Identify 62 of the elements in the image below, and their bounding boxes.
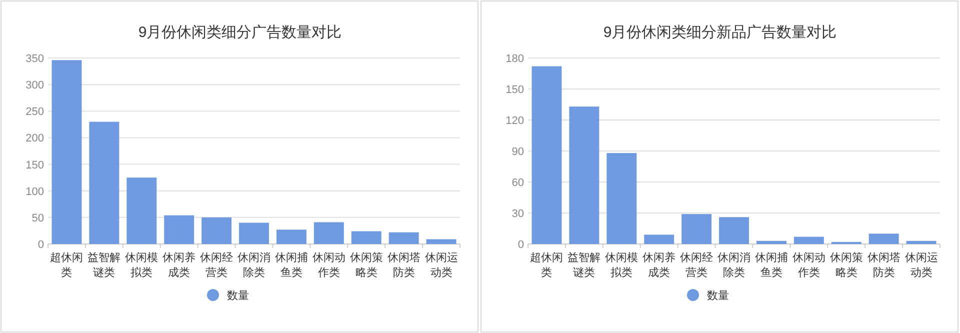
x-tick-label: 超休闲类 [530,252,564,279]
bar [202,217,232,244]
x-tick-label: 益智解谜类 [568,252,601,279]
y-tick-label: 300 [26,80,44,92]
bar [388,232,419,244]
bar [276,230,306,244]
bar [164,215,194,244]
legend-label: 数量 [707,290,729,302]
bar [868,234,899,244]
x-tick-label: 益智解谜类 [88,252,121,279]
x-tick-label: 休闲经营类 [200,252,234,279]
x-tick-label: 休闲运动类 [904,251,938,279]
y-tick-label: 50 [32,212,44,224]
x-tick-label: 休闲消除类 [238,251,270,279]
bar [314,222,344,244]
bar [52,60,82,244]
y-tick-label: 200 [26,132,44,145]
y-tick-label: 150 [506,84,524,96]
x-tick-label: 休闲塔防类 [867,251,900,279]
x-tick-label: 休闲运动类 [424,251,458,279]
y-tick-label: 350 [26,53,44,65]
bar [569,106,600,244]
bar [756,240,786,244]
bar [606,153,637,244]
y-tick-label: 100 [26,186,44,198]
y-tick-label: 250 [26,106,44,118]
bar [719,217,749,244]
y-tick-label: 60 [512,177,524,189]
chart-title: 9月份休闲类细分广告数量对比 [138,24,342,41]
x-tick-label: 休闲动作类 [792,252,826,279]
x-tick-label: 休闲塔防类 [387,251,420,279]
y-tick-label: 150 [26,159,44,172]
x-tick-label: 休闲经营类 [680,252,714,279]
x-tick-label: 休闲策略类 [830,252,863,279]
bar [351,231,382,244]
bar [794,236,824,244]
x-tick-label: 休闲消除类 [718,251,750,279]
y-tick-label: 120 [506,115,524,127]
bar [126,178,157,244]
bar [532,66,562,244]
bar [89,122,120,244]
bar [239,222,269,244]
x-tick-label: 休闲养成类 [642,251,676,279]
bar [426,239,456,244]
x-tick-label: 超休闲类 [50,252,84,279]
y-tick-label: 30 [512,208,524,220]
legend-label: 数量 [227,290,249,302]
bar [906,240,936,244]
y-tick-label: 0 [38,239,44,251]
bar [644,234,674,244]
x-tick-label: 休闲动作类 [312,252,346,279]
x-tick-label: 休闲模拟类 [605,252,638,279]
y-tick-label: 0 [518,239,524,251]
x-tick-label: 休闲捕鱼类 [754,251,788,279]
x-tick-label: 休闲模拟类 [125,252,158,279]
x-tick-label: 休闲捕鱼类 [274,251,308,279]
x-tick-label: 休闲策略类 [350,252,383,279]
y-tick-label: 180 [506,53,524,65]
chart-title: 9月份休闲类细分新品广告数量对比 [603,24,837,41]
bar [682,214,712,244]
y-tick-label: 90 [512,146,524,158]
x-tick-label: 休闲养成类 [162,251,196,279]
